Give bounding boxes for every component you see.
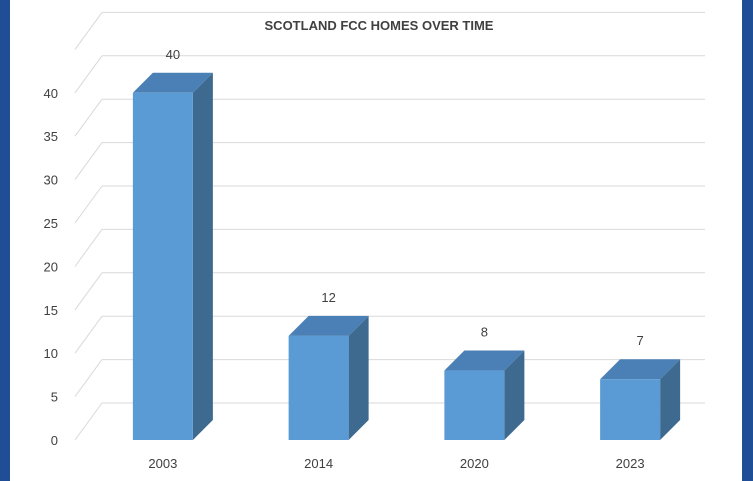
data-label: 40 <box>166 47 180 62</box>
x-axis: 2003 2014 2020 2023 <box>148 456 644 471</box>
gridline-depth <box>74 315 103 354</box>
bar-side <box>660 359 681 440</box>
y-tick-label: 20 <box>44 259 58 274</box>
gridline-depth <box>74 402 103 441</box>
y-tick-label: 40 <box>44 86 58 101</box>
y-tick-label: 25 <box>44 216 58 231</box>
bars: 40 12 8 7 <box>132 47 681 441</box>
y-axis: 0 5 10 15 20 25 30 35 40 <box>44 86 58 448</box>
y-tick-label: 5 <box>51 390 58 405</box>
bar-front <box>444 370 505 440</box>
data-label: 8 <box>481 325 488 340</box>
gridline-depth <box>74 359 103 397</box>
x-tick-label: 2020 <box>460 456 489 471</box>
gridline-depth <box>74 142 103 180</box>
bar-top <box>288 315 369 336</box>
gridline-depth <box>74 229 103 267</box>
data-label: 7 <box>637 333 644 348</box>
bar-front <box>600 379 661 440</box>
bar-side <box>348 315 369 440</box>
y-tick-label: 35 <box>44 129 58 144</box>
bar-side <box>504 350 525 440</box>
bar-top <box>600 359 681 380</box>
gridline-depth <box>74 272 103 311</box>
chart-title: SCOTLAND FCC HOMES OVER TIME <box>265 18 494 33</box>
data-label: 12 <box>321 290 335 305</box>
y-tick-label: 10 <box>44 346 58 361</box>
bar-2003: 40 <box>132 47 213 441</box>
gridline-depth <box>74 98 103 137</box>
bar-front <box>288 335 349 440</box>
x-tick-label: 2003 <box>148 456 177 471</box>
bar-2014: 12 <box>288 290 369 440</box>
bar-2020: 8 <box>444 325 525 440</box>
gridline-depth <box>74 185 103 224</box>
bar-side <box>192 72 213 441</box>
y-tick-label: 30 <box>44 173 58 188</box>
bar-front <box>132 92 193 441</box>
gridline-depth <box>74 55 103 94</box>
y-tick-label: 0 <box>51 433 58 448</box>
bar-top <box>132 72 213 93</box>
bar-chart: SCOTLAND FCC HOMES OVER TIME 0 5 10 15 20 25 3… <box>44 11 705 471</box>
x-tick-label: 2014 <box>304 456 333 471</box>
y-tick-label: 15 <box>44 303 58 318</box>
chart-frame: SCOTLAND FCC HOMES OVER TIME 0 5 10 15 20 25 3… <box>10 0 742 481</box>
bar-2023: 7 <box>600 333 681 440</box>
gridline-depth <box>74 12 103 50</box>
bar-top <box>444 350 525 371</box>
x-tick-label: 2023 <box>616 456 645 471</box>
